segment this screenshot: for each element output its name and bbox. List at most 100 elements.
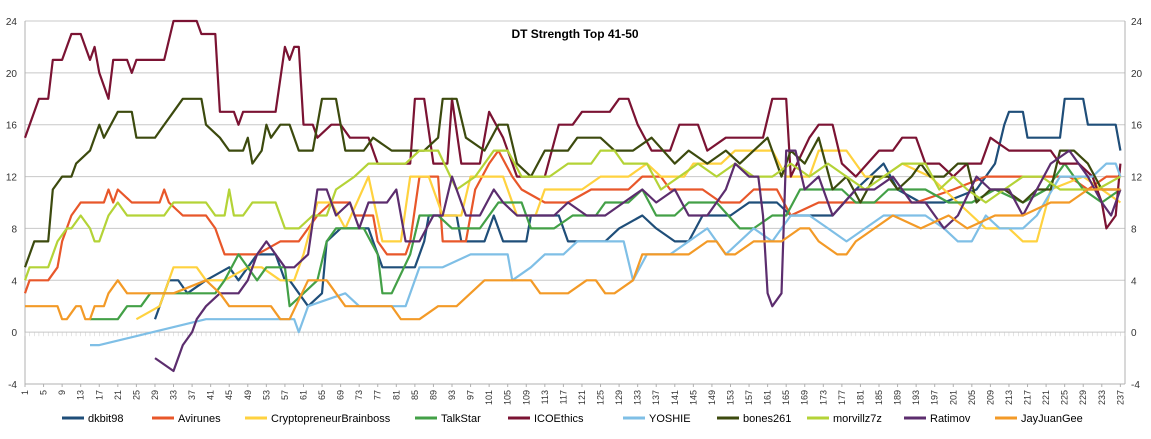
chart-title: DT Strength Top 41-50: [511, 27, 638, 41]
y-tick-label: 0: [11, 328, 17, 339]
x-tick-label: 41: [206, 390, 216, 400]
legend: dkbit98 Avirunes CryptopreneurBrainboss Tal…: [62, 413, 1083, 425]
y-tick-label-right: 24: [1131, 17, 1143, 28]
x-tick-label: 13: [76, 390, 86, 400]
x-tick-label: 113: [540, 390, 550, 404]
x-tick-label: 17: [94, 390, 104, 400]
x-tick-label: 185: [874, 390, 884, 405]
axes: -4 -4 0 0 4 4 8 8 12 12 16 16 20 20 24 24 1 5 9 13 17 21 25 29 3…: [6, 17, 1143, 405]
x-tick-label: 137: [651, 390, 661, 405]
x-tick-label: 145: [688, 390, 698, 405]
x-tick-label: 45: [224, 390, 234, 400]
x-tick-label: 101: [484, 390, 494, 405]
x-tick-label: 193: [911, 390, 921, 405]
x-tick-label: 61: [298, 390, 308, 400]
x-tick-label: 213: [1004, 390, 1014, 405]
x-tick-label: 117: [558, 390, 568, 404]
x-tick-label: 197: [930, 390, 940, 405]
x-tick-label: 121: [577, 390, 587, 405]
series-line: [23, 97, 1121, 268]
x-tick-label: 233: [1097, 390, 1107, 405]
x-tick-label: 125: [596, 390, 606, 405]
x-tick-label: 77: [373, 390, 383, 400]
x-tick-label: 81: [391, 390, 401, 400]
x-tick-label: 25: [131, 390, 141, 400]
y-tick-label-right: 16: [1131, 121, 1143, 132]
x-tick-label: 93: [447, 390, 457, 400]
x-tick-label: 169: [800, 390, 810, 405]
x-tick-label: 1: [20, 390, 30, 395]
legend-label: YOSHIE: [649, 413, 691, 425]
series-line: [23, 149, 1121, 281]
x-tick-label: 181: [855, 390, 865, 405]
series-line: [90, 162, 1122, 321]
x-tick-label: 153: [725, 390, 735, 405]
y-tick-label: 8: [11, 224, 17, 235]
legend-label: dkbit98: [88, 413, 123, 425]
x-tick-label: 201: [948, 390, 958, 405]
x-tick-label: 173: [818, 390, 828, 405]
legend-label: morvillz7z: [833, 413, 882, 425]
x-tick-label: 217: [1023, 390, 1033, 405]
series-line: [25, 188, 1121, 321]
y-tick-label-right: 20: [1131, 69, 1143, 80]
x-tick-label: 33: [169, 390, 179, 400]
x-tick-label: 97: [466, 390, 476, 400]
x-tick-label: 9: [57, 390, 67, 395]
x-tick-label: 109: [521, 390, 531, 405]
y-tick-label-right: 8: [1131, 224, 1137, 235]
y-tick-label-right: 0: [1131, 328, 1137, 339]
legend-label: ICOEthics: [534, 413, 584, 425]
series-lines: [23, 19, 1122, 373]
x-tick-label: 205: [967, 390, 977, 405]
y-tick-label-right: -4: [1131, 380, 1140, 391]
x-tick-label: 165: [781, 390, 791, 405]
y-tick-label-right: 12: [1131, 173, 1143, 184]
x-tick-label: 37: [187, 390, 197, 400]
y-tick-label: 20: [6, 69, 18, 80]
x-tick-label: 49: [243, 390, 253, 400]
legend-label: JayJuanGee: [1021, 413, 1083, 425]
x-tick-label: 53: [261, 390, 271, 400]
legend-label: bones261: [743, 413, 791, 425]
x-tick-label: 161: [763, 390, 773, 405]
x-tick-label: 69: [336, 390, 346, 400]
x-tick-label: 129: [614, 390, 624, 405]
x-tick-label: 65: [317, 390, 327, 400]
x-tick-label: 209: [985, 390, 995, 405]
x-tick-label: 229: [1078, 390, 1088, 405]
x-tick-label: 89: [428, 390, 438, 400]
series-line: [23, 19, 1122, 230]
legend-label: TalkStar: [441, 413, 481, 425]
x-tick-label: 221: [1041, 390, 1051, 405]
x-tick-label: 5: [39, 390, 49, 395]
x-tick-label: 57: [280, 390, 290, 400]
x-tick-label: 177: [837, 390, 847, 405]
y-tick-label: -4: [8, 380, 17, 391]
x-tick-label: 133: [633, 390, 643, 405]
legend-label: Avirunes: [178, 413, 221, 425]
series-line: [135, 149, 1122, 321]
x-tick-label: 73: [354, 390, 364, 400]
legend-label: CryptopreneurBrainboss: [271, 413, 391, 425]
x-tick-label: 157: [744, 390, 754, 405]
series-line: [154, 149, 1122, 373]
x-tick-label: 225: [1060, 390, 1070, 405]
y-tick-label: 4: [11, 276, 17, 287]
legend-label: Ratimov: [930, 413, 971, 425]
x-tick-label: 105: [503, 390, 513, 405]
x-tick-label: 189: [893, 390, 903, 405]
y-tick-label: 16: [6, 121, 18, 132]
x-tick-label: 85: [410, 390, 420, 400]
x-tick-label: 21: [113, 390, 123, 400]
x-tick-label: 29: [150, 390, 160, 400]
x-tick-label: 149: [707, 390, 717, 405]
y-tick-label: 24: [6, 17, 18, 28]
y-tick-label: 12: [6, 173, 18, 184]
x-tick-label: 141: [670, 390, 680, 405]
y-tick-label-right: 4: [1131, 276, 1137, 287]
x-tick-label: 237: [1115, 390, 1125, 405]
